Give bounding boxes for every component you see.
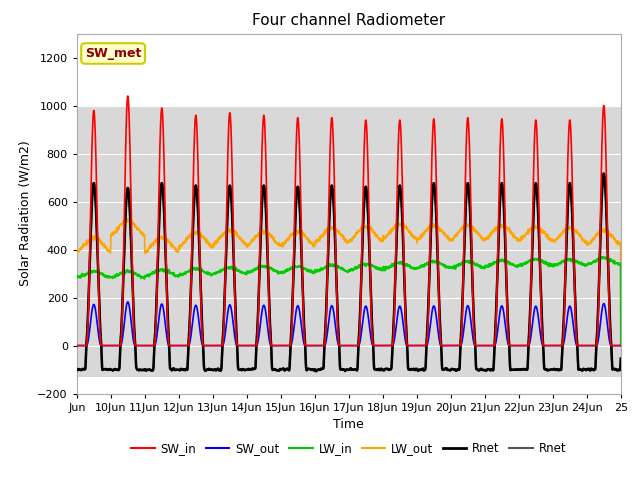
Title: Four channel Radiometer: Four channel Radiometer [252,13,445,28]
Bar [77,106,621,377]
Legend: SW_in, SW_out, LW_in, LW_out, Rnet, Rnet: SW_in, SW_out, LW_in, LW_out, Rnet, Rnet [126,437,572,460]
Text: SW_met: SW_met [85,47,141,60]
Y-axis label: Solar Radiation (W/m2): Solar Radiation (W/m2) [19,141,32,287]
X-axis label: Time: Time [333,418,364,431]
